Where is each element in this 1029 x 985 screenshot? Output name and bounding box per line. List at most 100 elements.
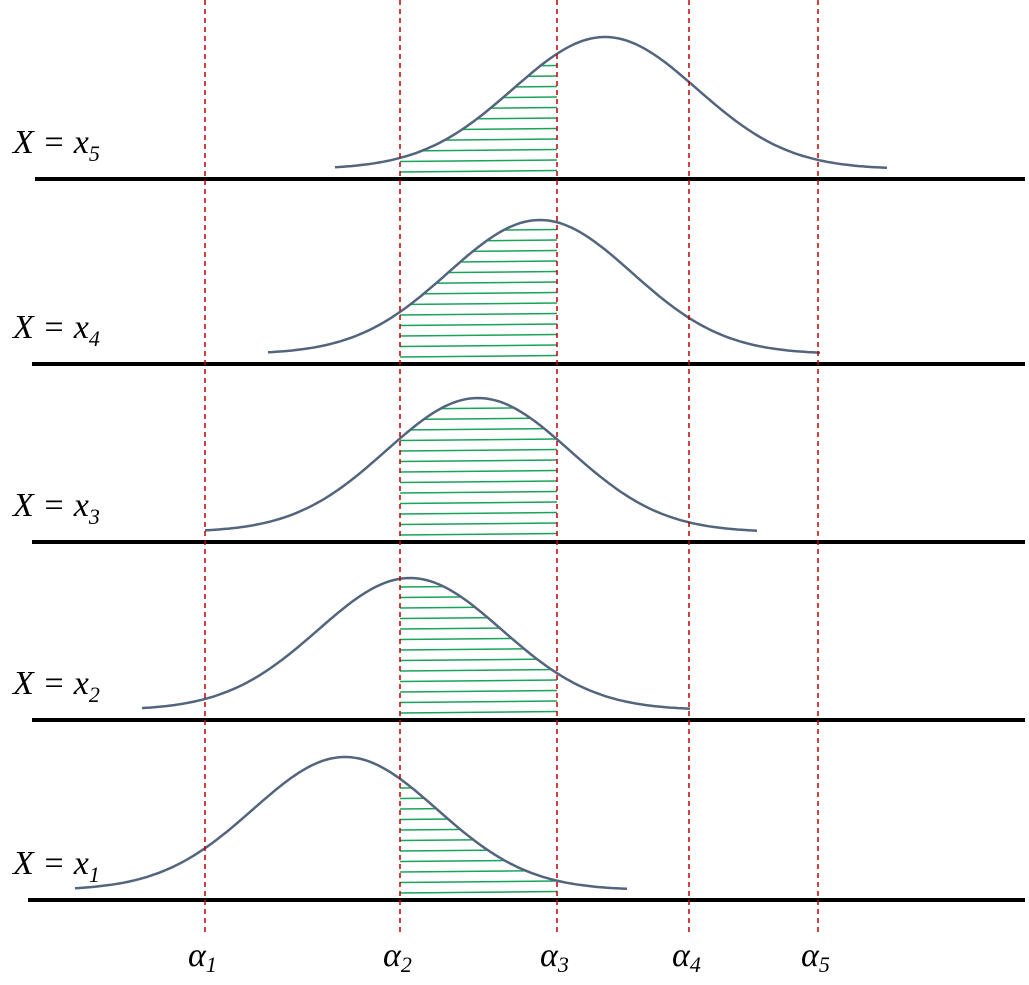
density-curve — [334, 35, 888, 170]
hatch-line — [399, 344, 558, 348]
hatch-line — [399, 138, 558, 142]
hatch-line — [399, 710, 558, 714]
hatch — [399, 220, 558, 358]
hatch-line — [399, 689, 558, 693]
threshold-subscript: 4 — [690, 952, 701, 977]
hatch-line — [399, 270, 558, 274]
hatch-line — [399, 228, 558, 232]
hatch-line — [399, 827, 558, 831]
row-label-subscript: 5 — [89, 141, 100, 166]
hatch-line — [399, 595, 558, 599]
hatch-line — [399, 880, 558, 884]
row-label-text: X = x — [11, 124, 89, 161]
row-label-subscript: 2 — [89, 682, 100, 707]
hatch-line — [399, 838, 558, 842]
hatch-line — [399, 291, 558, 295]
density-curve — [141, 576, 691, 710]
row-label: X = x3 — [11, 487, 100, 529]
hatch-line — [399, 302, 558, 306]
hatch-line — [399, 148, 558, 152]
hatch-line — [399, 96, 558, 100]
density-curve — [267, 218, 821, 354]
hatch-line — [399, 668, 558, 672]
threshold-label: α1 — [188, 937, 217, 977]
threshold-label: α4 — [672, 937, 701, 977]
hatch-line — [399, 626, 558, 630]
hatch-line — [399, 427, 558, 431]
hatch-line — [399, 757, 558, 758]
threshold-label: α5 — [801, 937, 830, 977]
hatch-line — [399, 43, 558, 47]
hatch-line — [399, 890, 558, 894]
hatch-line — [399, 605, 558, 609]
hatch-line — [399, 333, 558, 337]
hatch-line — [399, 817, 558, 821]
row-label-text: X = x — [11, 665, 89, 702]
hatch-line — [399, 522, 558, 526]
hatch — [399, 398, 558, 536]
hatch-line — [399, 869, 558, 873]
hatch-line — [399, 775, 558, 779]
hatch-line — [399, 438, 558, 442]
hatch-line — [399, 584, 558, 588]
hatch-line — [400, 575, 557, 577]
hatch-line — [399, 406, 558, 410]
row-label-subscript: 1 — [89, 862, 100, 887]
hatch-line — [400, 34, 557, 36]
hatch-line — [399, 169, 558, 173]
hatch — [399, 575, 558, 714]
hatch-line — [399, 354, 558, 358]
threshold-symbol: α — [188, 937, 207, 974]
density-curve — [74, 755, 628, 891]
hatch-line — [399, 658, 558, 662]
hatch-line — [399, 616, 558, 620]
threshold-symbol: α — [801, 937, 820, 974]
threshold-symbol: α — [672, 937, 691, 974]
hatch-line — [399, 480, 558, 484]
hatch-line — [399, 848, 558, 852]
hatch-line — [399, 323, 558, 327]
row-label-text: X = x — [11, 845, 89, 882]
hatch-line — [399, 239, 558, 243]
threshold-subscript: 2 — [401, 952, 412, 977]
hatch-line — [399, 764, 558, 768]
hatch-line — [399, 785, 558, 789]
threshold-label: α3 — [540, 937, 569, 977]
hatch-line — [399, 469, 558, 473]
hatch-line — [399, 490, 558, 494]
hatch-line — [399, 532, 558, 536]
hatch-line — [399, 501, 558, 505]
hatch-line — [399, 85, 558, 89]
hatch-line — [399, 64, 558, 68]
threshold-subscript: 3 — [557, 952, 569, 977]
threshold-subscript: 1 — [206, 952, 217, 977]
hatch-line — [399, 281, 558, 285]
hatch-line — [399, 127, 558, 131]
hatch-line — [399, 448, 558, 452]
threshold-symbol: α — [383, 937, 402, 974]
threshold-symbol: α — [540, 937, 559, 974]
hatch-line — [399, 647, 558, 651]
hatch-line — [399, 511, 558, 515]
hatch-line — [399, 54, 558, 58]
hatch — [399, 757, 558, 894]
hatch-line — [399, 700, 558, 704]
row-label-text: X = x — [11, 309, 89, 346]
hatch-line — [399, 459, 558, 463]
hatch-line — [399, 260, 558, 264]
hatch-line — [399, 249, 558, 253]
row-label-text: X = x — [11, 487, 89, 524]
row-label: X = x2 — [11, 665, 100, 707]
threshold-label: α2 — [383, 937, 412, 977]
row-label: X = x1 — [11, 845, 100, 887]
threshold-subscript: 5 — [819, 952, 830, 977]
hatch-line — [399, 159, 558, 163]
hatch-line — [399, 679, 558, 683]
hatch-line — [399, 637, 558, 641]
row-label-subscript: 3 — [88, 504, 100, 529]
density-curve — [204, 396, 758, 532]
row-label-subscript: 4 — [89, 326, 100, 351]
hatch-line — [399, 312, 558, 316]
